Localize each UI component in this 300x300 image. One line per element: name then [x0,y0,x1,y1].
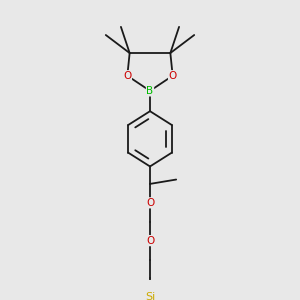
Text: O: O [123,71,131,81]
Text: B: B [146,86,154,96]
Text: O: O [146,198,154,208]
Text: O: O [146,236,154,246]
Text: Si: Si [145,292,155,300]
Text: O: O [169,71,177,81]
